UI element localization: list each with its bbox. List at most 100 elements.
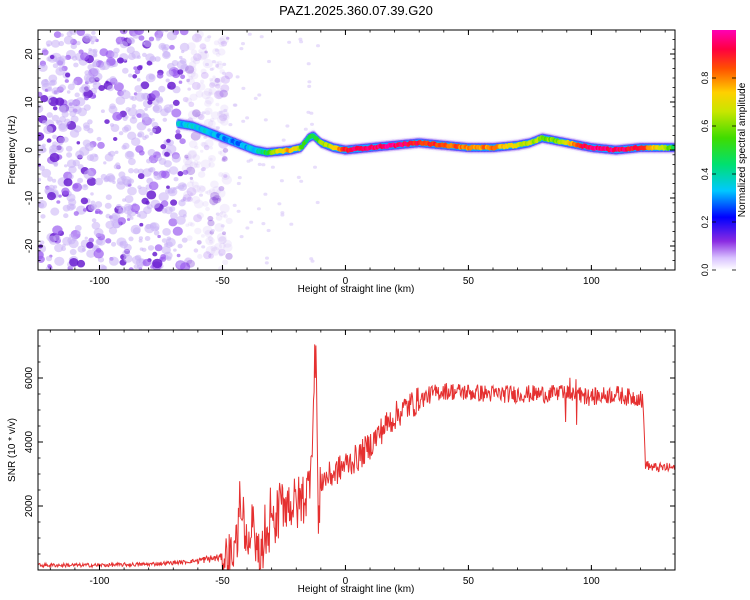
noise-speckle — [166, 31, 177, 41]
noise-speckle — [165, 78, 170, 83]
noise-speckle — [299, 179, 304, 183]
noise-speckle — [88, 48, 92, 52]
noise-speckle — [189, 161, 198, 169]
noise-speckle — [303, 127, 308, 131]
noise-speckle — [219, 242, 226, 249]
noise-speckle — [205, 96, 214, 105]
noise-speckle — [55, 66, 65, 76]
noise-speckle — [197, 113, 205, 121]
noise-speckle — [277, 202, 282, 206]
noise-speckle — [201, 90, 211, 100]
noise-speckle — [223, 214, 228, 219]
noise-speckle — [85, 75, 96, 84]
noise-speckle — [196, 240, 202, 245]
noise-speckle — [147, 167, 154, 173]
noise-speckle — [180, 74, 186, 80]
noise-speckle — [166, 237, 176, 247]
noise-speckle — [52, 178, 57, 183]
y-tick-label: 10 — [24, 96, 35, 108]
noise-speckle — [219, 35, 229, 44]
noise-speckle — [112, 111, 122, 121]
noise-speckle — [124, 115, 129, 119]
noise-speckle — [186, 42, 196, 51]
noise-speckle — [142, 258, 151, 267]
noise-speckle — [136, 65, 143, 71]
noise-speckle — [108, 226, 118, 235]
noise-speckle — [210, 245, 218, 252]
noise-speckle — [185, 97, 193, 104]
noise-speckle — [222, 231, 226, 235]
noise-speckle — [247, 32, 252, 36]
noise-speckle — [202, 47, 207, 52]
noise-speckle — [185, 257, 190, 262]
noise-speckle — [209, 67, 214, 71]
noise-speckle — [232, 203, 237, 207]
noise-speckle — [75, 41, 81, 46]
noise-speckle — [120, 90, 131, 100]
noise-speckle — [178, 209, 187, 217]
noise-speckle — [214, 243, 223, 251]
noise-speckle — [253, 96, 258, 100]
noise-speckle — [135, 92, 146, 102]
noise-speckle — [154, 244, 163, 252]
noise-speckle — [196, 161, 201, 165]
noise-speckle — [158, 158, 167, 165]
noise-speckle — [173, 177, 179, 182]
noise-speckle — [103, 161, 107, 165]
noise-speckle — [41, 49, 49, 56]
noise-speckle — [71, 236, 78, 242]
noise-speckle — [222, 114, 230, 121]
colorbar-tick-label: 0.0 — [700, 264, 710, 277]
noise-speckle — [187, 70, 196, 78]
noise-speckle — [138, 236, 143, 241]
noise-speckle — [246, 159, 251, 163]
noise-speckle — [100, 61, 110, 70]
noise-speckle — [214, 48, 219, 52]
noise-speckle — [215, 102, 220, 107]
noise-speckle — [224, 71, 233, 80]
noise-speckle — [74, 225, 82, 232]
noise-speckle — [213, 90, 224, 100]
noise-speckle — [113, 82, 124, 92]
noise-speckle — [215, 212, 220, 216]
noise-speckle — [187, 87, 191, 91]
noise-speckle — [149, 56, 157, 63]
noise-speckle — [212, 195, 222, 204]
noise-speckle — [52, 225, 63, 235]
noise-speckle — [211, 60, 216, 64]
noise-speckle — [194, 145, 199, 150]
noise-speckle — [125, 107, 131, 112]
noise-speckle — [41, 143, 46, 148]
noise-speckle — [204, 139, 214, 148]
noise-speckle — [152, 251, 158, 257]
noise-speckle — [126, 37, 135, 44]
noise-speckle — [190, 56, 198, 63]
noise-speckle — [44, 78, 48, 83]
noise-speckle — [220, 75, 230, 84]
noise-speckle — [194, 30, 204, 39]
y-tick-label: 4000 — [24, 430, 35, 453]
noise-speckle — [160, 44, 166, 49]
noise-speckle — [104, 202, 112, 209]
noise-speckle — [166, 138, 171, 143]
noise-speckle — [152, 105, 160, 112]
noise-speckle — [190, 222, 195, 227]
noise-speckle — [161, 170, 170, 179]
noise-speckle — [191, 196, 201, 204]
noise-speckle — [193, 214, 202, 223]
noise-speckle — [71, 55, 78, 61]
noise-speckle — [110, 124, 120, 132]
noise-speckle — [218, 113, 228, 122]
noise-speckle — [151, 121, 159, 128]
noise-speckle — [100, 109, 105, 113]
noise-speckle — [69, 110, 77, 117]
noise-speckle — [46, 112, 53, 118]
noise-speckle — [138, 150, 145, 156]
noise-speckle — [80, 197, 89, 205]
noise-speckle — [157, 234, 161, 239]
noise-speckle — [261, 222, 266, 226]
noise-speckle — [218, 186, 225, 192]
noise-speckle — [257, 162, 262, 166]
noise-speckle — [144, 224, 155, 234]
